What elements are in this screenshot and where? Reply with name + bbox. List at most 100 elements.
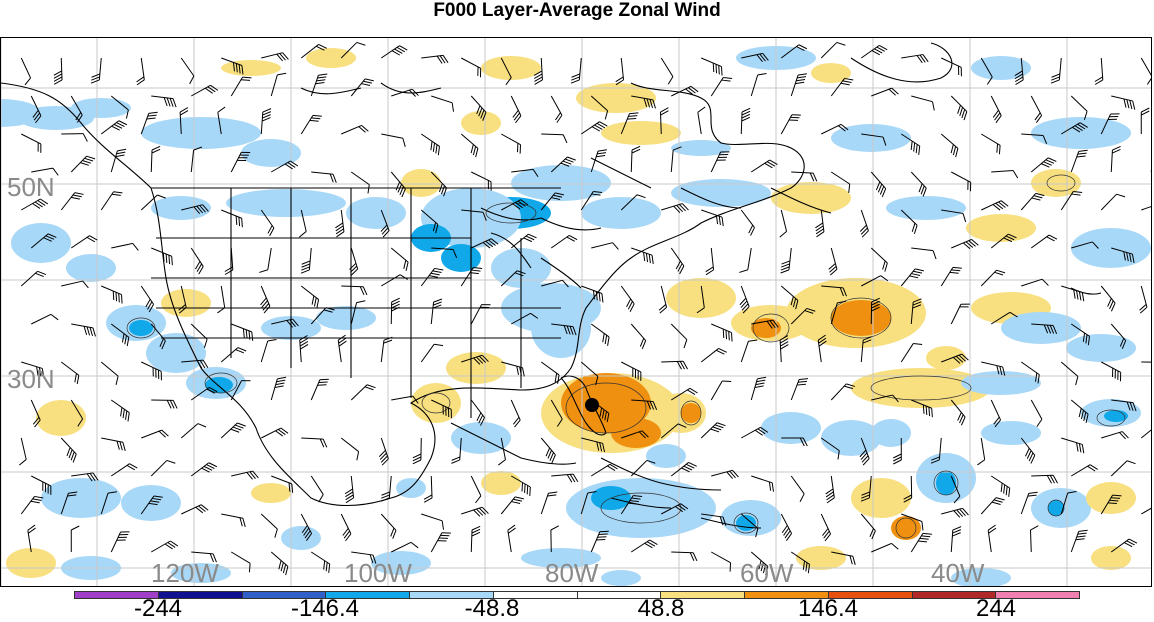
barb-shaft <box>981 200 1002 211</box>
barb-flag <box>217 307 225 314</box>
barb-shaft <box>1030 234 1050 249</box>
barb-shaft <box>431 399 452 410</box>
barb-flag <box>957 105 961 114</box>
wind-barb <box>471 238 499 249</box>
wind-barb <box>110 323 130 347</box>
barb-flag <box>958 354 966 362</box>
wind-barb <box>590 149 607 173</box>
wind-barb <box>60 361 80 385</box>
barb-shaft <box>430 302 435 325</box>
wind-barb <box>670 323 688 349</box>
wind-barb <box>781 437 808 447</box>
barb-flag <box>325 562 328 572</box>
barb-shaft <box>511 475 531 488</box>
barb-flag <box>403 260 407 270</box>
barb-shaft <box>140 194 158 211</box>
barb-shaft <box>380 209 390 231</box>
wind-barb <box>551 473 579 483</box>
barb-flag <box>399 45 408 51</box>
barb-flag <box>276 53 283 62</box>
colorbar-tick-label: -244 <box>133 595 183 622</box>
coastline-path <box>1070 287 1102 295</box>
barb-flag <box>602 333 605 343</box>
barb-flag <box>200 504 209 511</box>
barb-flag <box>1005 486 1008 496</box>
barb-flag <box>124 335 127 345</box>
shading-patch <box>316 306 376 330</box>
coastline-path <box>490 232 532 269</box>
shading-patch <box>1031 117 1131 149</box>
barb-shaft <box>101 437 123 443</box>
barb-flag <box>825 488 834 495</box>
wind-barb <box>739 285 750 314</box>
wind-barb <box>580 490 597 515</box>
barb-shaft <box>150 149 153 173</box>
barb-flag <box>968 240 976 247</box>
wind-barb <box>540 192 564 211</box>
wind-barb <box>335 209 345 238</box>
barb-flag <box>410 541 419 549</box>
wind-barb <box>551 323 577 336</box>
barb-shaft <box>821 285 844 289</box>
barb-flag <box>72 194 82 198</box>
barb-shaft <box>271 318 293 325</box>
barb-flag <box>1024 448 1030 457</box>
wind-barb <box>911 247 937 260</box>
barb-flag <box>957 412 962 421</box>
barb-shaft <box>459 437 462 460</box>
barb-flag <box>824 533 831 542</box>
colorbar-segment <box>912 592 997 598</box>
lon-label-60w: 60W <box>740 558 794 587</box>
wind-barb <box>310 73 328 97</box>
barb-flag <box>566 474 573 483</box>
wind-barb <box>1111 247 1135 263</box>
barb-shaft <box>741 52 763 59</box>
barb-shaft <box>110 323 130 338</box>
barb-flag <box>274 385 284 388</box>
barb-flag <box>731 332 733 342</box>
wind-barb <box>391 395 419 404</box>
barb-flag <box>1050 79 1060 84</box>
barb-flag <box>428 275 438 278</box>
barb-flag <box>323 309 333 313</box>
barb-flag <box>723 77 733 80</box>
wind-barb <box>950 526 962 553</box>
wind-barb <box>341 124 369 135</box>
wind-barb <box>1094 57 1104 85</box>
barb-shaft <box>540 437 556 456</box>
barb-flag <box>284 163 293 170</box>
barb-flag <box>362 286 368 296</box>
barb-flag <box>627 301 633 310</box>
contour-line <box>1096 409 1126 427</box>
barb-shaft <box>701 209 723 218</box>
barb-shaft <box>1151 389 1152 400</box>
barb-flag <box>399 186 404 195</box>
barb-shaft <box>790 379 800 401</box>
barb-flag <box>930 459 940 464</box>
map-panel[interactable]: 50N 30N 120W 100W 80W 60W 40W <box>0 37 1152 587</box>
barb-shaft <box>340 513 352 534</box>
wind-barb <box>630 145 641 173</box>
barb-shaft <box>621 361 642 373</box>
barb-flag <box>319 438 325 448</box>
wind-barb <box>70 525 80 552</box>
barb-shaft <box>951 238 972 249</box>
barb-shaft <box>260 340 269 363</box>
barb-shaft <box>941 353 962 363</box>
barb-flag <box>755 528 759 538</box>
barb-flag <box>76 375 80 385</box>
barb-flag <box>299 338 308 344</box>
barb-shaft <box>710 151 722 173</box>
barb-flag <box>1089 464 1098 470</box>
wind-barb <box>750 72 767 97</box>
barb-flag <box>117 148 127 152</box>
barb-flag <box>392 530 397 539</box>
wind-barb <box>430 298 443 325</box>
barb-flag <box>380 455 388 463</box>
wind-barb <box>420 267 444 287</box>
barb-shaft <box>697 112 702 135</box>
wind-barb <box>510 95 522 124</box>
barb-shaft <box>1030 399 1043 420</box>
barb-shaft <box>1151 87 1152 96</box>
barb-flag <box>479 68 482 78</box>
